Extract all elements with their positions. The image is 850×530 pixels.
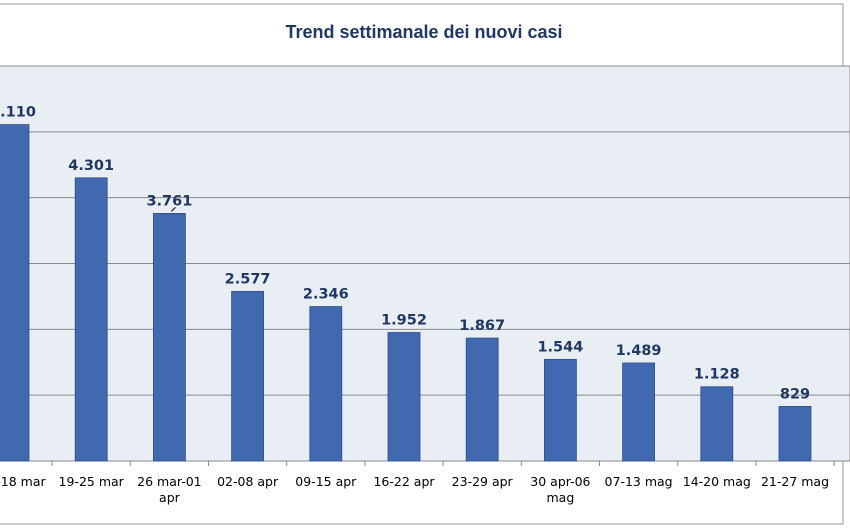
bar <box>622 362 655 462</box>
data-labels: 5.110 4.301 3.761 2.577 2.346 1.952 1.867 1.544… <box>0 105 810 403</box>
tick-label: 02-08 apr <box>217 474 279 489</box>
data-label: 1.128 <box>694 367 740 383</box>
tick-label: 26 mar-01 apr <box>137 474 201 505</box>
leader-line <box>171 207 176 212</box>
data-label: 1.489 <box>616 343 662 359</box>
data-label: 1.952 <box>381 312 427 328</box>
bar <box>74 177 108 462</box>
tick-label: 07-13 mag <box>605 474 673 489</box>
bar <box>309 306 343 462</box>
tick-label: 21-27 mag <box>761 474 829 489</box>
bar <box>152 213 186 462</box>
data-label: 829 <box>780 386 810 402</box>
data-label: 2.577 <box>225 271 271 287</box>
tick-label: 16-22 apr <box>373 474 435 489</box>
data-label: 4.301 <box>68 158 114 174</box>
data-label: 1.544 <box>537 339 583 355</box>
bar <box>778 406 812 462</box>
bar <box>0 124 30 462</box>
bars <box>0 124 812 462</box>
bar <box>700 386 734 462</box>
bar <box>387 332 421 462</box>
data-label: 3.761 <box>146 193 192 209</box>
bar <box>231 290 265 462</box>
bar <box>544 358 577 462</box>
data-label: 5.110 <box>0 105 36 121</box>
tick-label: 23-29 apr <box>452 474 514 489</box>
bar <box>465 337 499 462</box>
tick-label: 14-20 mag <box>683 474 751 489</box>
tick-label: 09-15 apr <box>295 474 357 489</box>
tick-label: 19-25 mar <box>59 474 125 489</box>
tick-label: 12-18 mar <box>0 474 46 489</box>
tick-label: 30 apr-06 mag <box>530 474 590 505</box>
leader-lines <box>171 207 176 212</box>
chart-title: Trend settimanale dei nuovi casi <box>285 22 562 42</box>
data-label: 1.867 <box>459 318 505 334</box>
data-label: 2.346 <box>303 287 349 303</box>
